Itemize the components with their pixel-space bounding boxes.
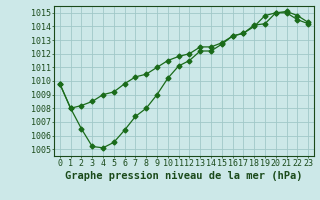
- X-axis label: Graphe pression niveau de la mer (hPa): Graphe pression niveau de la mer (hPa): [65, 171, 303, 181]
